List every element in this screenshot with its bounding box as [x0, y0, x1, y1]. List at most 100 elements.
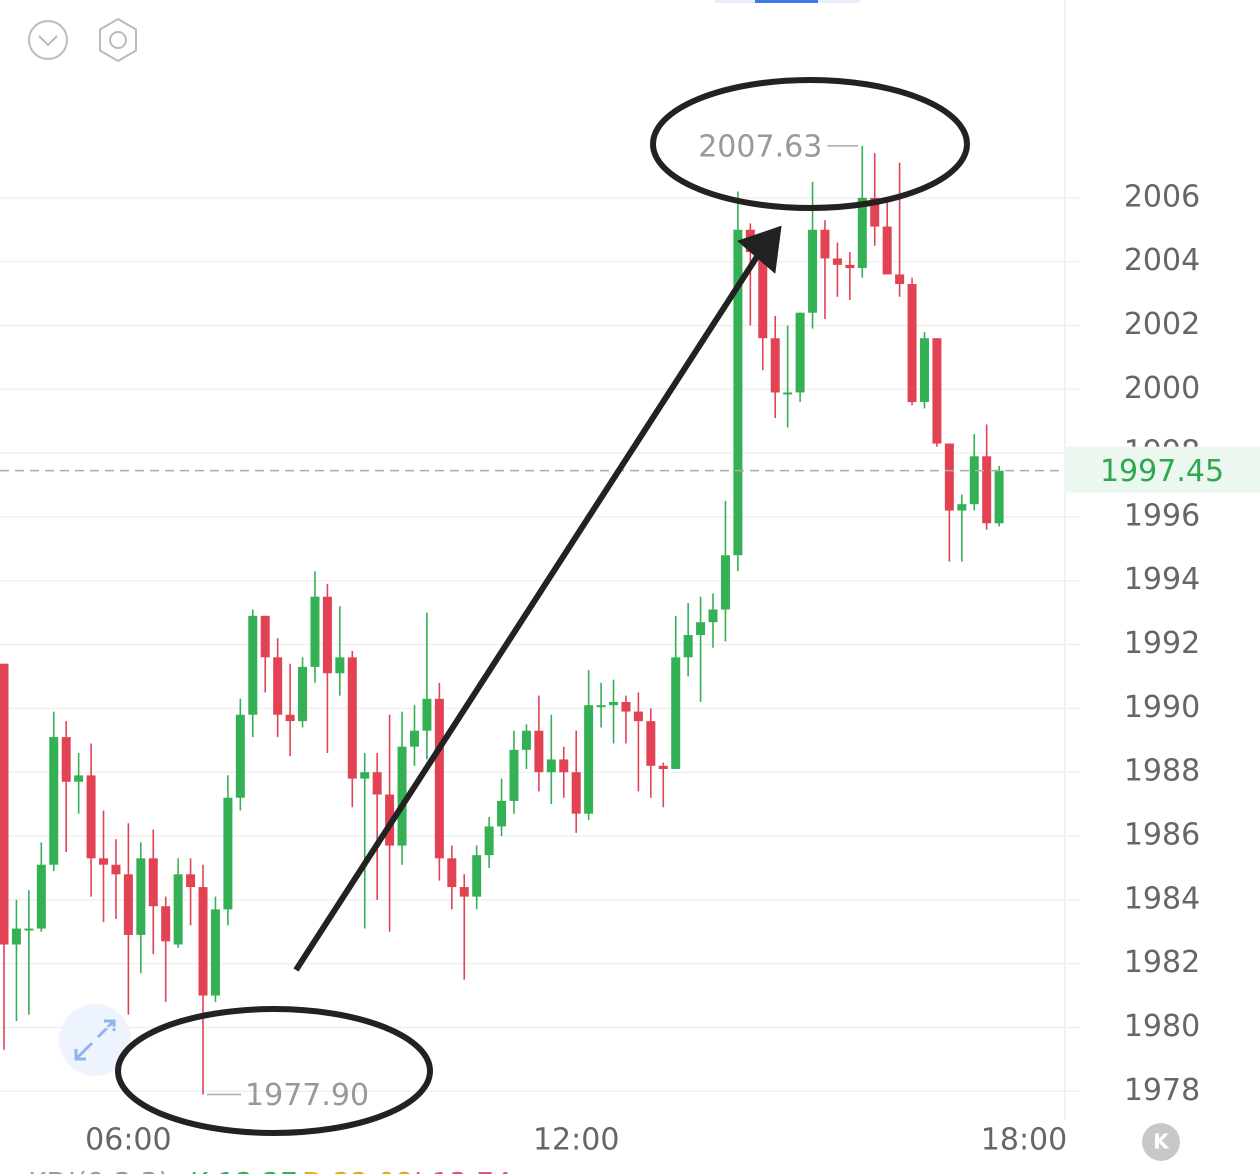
candle-body — [609, 701, 619, 706]
x-tick-label: 06:00 — [85, 1123, 171, 1158]
candle-body — [820, 229, 830, 259]
candle-body — [671, 657, 681, 770]
candle-body — [720, 555, 730, 610]
candle-body — [770, 338, 780, 393]
y-tick-label: 1984 — [1124, 881, 1200, 916]
y-tick-label: 1980 — [1124, 1009, 1200, 1044]
candle-body — [409, 730, 419, 747]
candle-body — [459, 887, 469, 897]
y-tick-label: 2004 — [1124, 243, 1200, 278]
indicator-k: K:12.27 — [190, 1166, 298, 1174]
candle-body — [360, 772, 370, 779]
indicator-d: D:22.08 — [302, 1166, 413, 1174]
settings-button[interactable] — [99, 17, 137, 63]
y-tick-label: 1978 — [1124, 1073, 1200, 1108]
candle-body — [136, 858, 146, 935]
candle-body — [509, 749, 519, 801]
candle-body — [285, 714, 295, 722]
candle-body — [932, 338, 942, 444]
candle-body — [397, 746, 407, 846]
drawn-annotations — [115, 77, 970, 1136]
logo-letter: K — [1153, 1130, 1170, 1154]
candle-body — [957, 504, 967, 511]
last-price-label: 1997.45 — [1100, 454, 1224, 489]
y-tick-label: 2000 — [1124, 371, 1200, 406]
candle-body — [173, 874, 183, 945]
candle-body — [497, 800, 507, 827]
candle-body — [0, 663, 9, 945]
x-tick-label: 18:00 — [981, 1123, 1067, 1158]
candle-body — [372, 772, 382, 795]
candle-body — [248, 615, 258, 715]
candle-body — [857, 197, 867, 269]
candle-body — [969, 456, 979, 505]
candle-body — [74, 775, 84, 782]
y-tick-label: 1994 — [1124, 562, 1200, 597]
candle-body — [61, 737, 71, 782]
candle-body — [123, 874, 133, 935]
candle-body — [11, 928, 21, 945]
candle-body — [795, 312, 805, 393]
candle-body — [696, 622, 706, 635]
candle-body — [596, 705, 606, 708]
x-tick-label: 12:00 — [533, 1123, 619, 1158]
candle-body — [982, 456, 992, 524]
candle-body — [198, 887, 208, 996]
y-tick-label: 1992 — [1124, 626, 1200, 661]
candle-body — [223, 797, 233, 910]
candle-body — [907, 283, 917, 403]
candle-body — [422, 698, 432, 731]
last-price-badge — [1066, 446, 1260, 493]
candle-body — [870, 197, 880, 227]
candle-body — [36, 864, 46, 929]
indicator-name: KDJ(9,3,3) — [28, 1166, 169, 1174]
candle-body — [571, 772, 581, 814]
candle-body — [895, 274, 905, 284]
candle-body — [434, 698, 444, 859]
y-tick-label: 1990 — [1124, 690, 1200, 725]
candle-body — [534, 730, 544, 773]
candle-body — [658, 765, 668, 770]
candle-body — [708, 609, 718, 623]
candle-body — [472, 855, 482, 897]
candle-body — [210, 909, 220, 996]
candle-body — [148, 858, 158, 907]
candle-body — [521, 730, 531, 750]
candle-body — [298, 666, 308, 722]
candle-body — [584, 705, 594, 814]
candle-body — [260, 615, 270, 658]
low-marker-label: 1977.90 — [245, 1078, 369, 1113]
high-marker-label: 2007.63 — [698, 129, 822, 164]
candle-body — [111, 864, 121, 875]
y-tick-label: 2002 — [1124, 307, 1200, 342]
candle-body — [322, 596, 332, 674]
logo-badge: K — [1142, 1123, 1180, 1161]
candle-body — [235, 714, 245, 798]
candle-body — [919, 338, 929, 403]
candle-body — [310, 596, 320, 667]
candle-body — [994, 470, 1004, 524]
y-tick-label: 1986 — [1124, 818, 1200, 853]
candle-body — [808, 229, 818, 313]
candle-body — [944, 443, 954, 511]
candle-body — [758, 252, 768, 339]
indicator-j: J:13.74 — [412, 1166, 512, 1174]
candle-body — [335, 657, 345, 674]
candle-body — [186, 874, 196, 888]
candle-body — [646, 721, 656, 766]
candle-body — [733, 229, 743, 556]
candle-body — [49, 737, 59, 865]
collapse-button[interactable] — [28, 20, 68, 60]
candle-body — [161, 906, 171, 942]
candle-body — [546, 759, 556, 773]
candle-body — [484, 826, 494, 856]
candle-body — [882, 226, 892, 275]
tab-indicator — [755, 0, 818, 3]
y-tick-label: 1988 — [1124, 754, 1200, 789]
candle-body — [347, 657, 357, 779]
candle-body — [559, 759, 569, 773]
candle-body — [683, 634, 693, 658]
expand-button[interactable] — [59, 1004, 131, 1076]
candle-body — [24, 928, 34, 931]
candle-body — [845, 264, 855, 269]
